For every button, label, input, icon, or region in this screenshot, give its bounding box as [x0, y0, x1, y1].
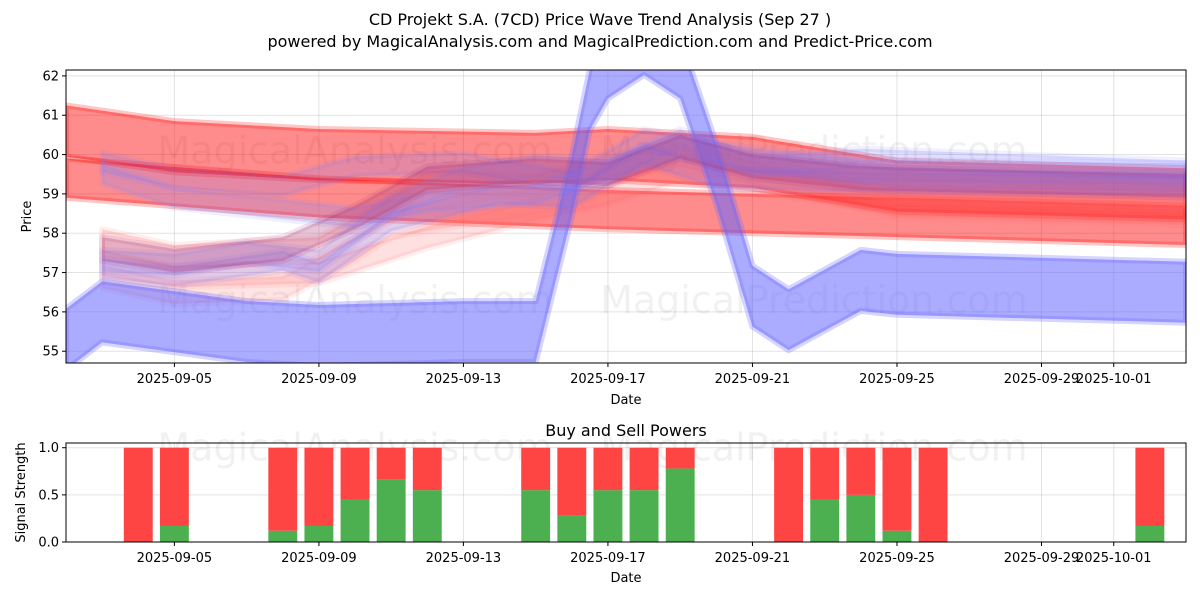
- chart-title-line1: CD Projekt S.A. (7CD) Price Wave Trend A…: [369, 10, 831, 29]
- sell-bar: [774, 447, 804, 542]
- buy-bar: [665, 468, 695, 542]
- watermark-text: MagicalAnalysis.com: [157, 129, 552, 173]
- x-axis-label: Date: [610, 571, 641, 586]
- x-axis-label: Date: [610, 393, 641, 408]
- bar-marks: [123, 447, 1165, 542]
- band-red-long-lower: [66, 155, 1186, 248]
- buy-bar: [557, 515, 587, 542]
- x-tick-label: 2025-09-13: [426, 551, 502, 566]
- sell-bar: [159, 447, 189, 526]
- sell-bar: [846, 447, 876, 495]
- band-blue-faint-1: [99, 126, 1186, 231]
- sell-bar: [1135, 447, 1165, 526]
- sell-bar: [629, 447, 659, 491]
- y-tick-label: 56: [42, 305, 59, 320]
- band-purple-mix: [99, 131, 1186, 276]
- x-tick-label: 2025-09-09: [281, 551, 357, 566]
- band-red-long-upper: [66, 102, 1186, 223]
- bar-chart-title: Buy and Sell Powers: [545, 421, 707, 440]
- sell-bar: [304, 447, 334, 526]
- band-blue-faint-4: [99, 126, 1186, 199]
- buy-bar: [1135, 525, 1165, 542]
- x-tick-label: 2025-09-05: [137, 551, 213, 566]
- sell-bar: [268, 447, 298, 531]
- x-tick-label: 2025-09-17: [570, 372, 646, 387]
- main-plot-frame: [65, 69, 1187, 364]
- y-tick-label: 62: [42, 69, 59, 84]
- sell-bar: [412, 447, 442, 491]
- x-tick-label: 2025-09-21: [715, 551, 791, 566]
- buy-bar: [159, 525, 189, 542]
- sell-bar: [918, 447, 948, 542]
- watermark-text: MagicalPrediction.com: [600, 129, 1028, 173]
- y-tick-label: 0.5: [38, 488, 59, 503]
- sell-bar: [557, 447, 587, 516]
- x-tick-label: 2025-10-01: [1076, 551, 1152, 566]
- y-axis-label: Price: [20, 201, 35, 233]
- sell-bar: [376, 447, 406, 480]
- band-red-faint-2: [99, 156, 1186, 291]
- chart-title-line2: powered by MagicalAnalysis.com and Magic…: [267, 32, 932, 51]
- buy-bar: [593, 490, 623, 542]
- buy-bar: [340, 499, 370, 542]
- x-tick-label: 2025-09-21: [715, 372, 791, 387]
- buy-bar: [810, 499, 840, 542]
- buy-bar: [629, 490, 659, 542]
- y-tick-label: 59: [42, 187, 59, 202]
- x-tick-label: 2025-09-09: [281, 372, 357, 387]
- buy-bar: [846, 494, 876, 542]
- y-tick-label: 57: [42, 266, 59, 281]
- band-red-faint-3: [99, 143, 1186, 307]
- y-tick-label: 1.0: [38, 441, 59, 456]
- wave-bands: [66, 70, 1186, 363]
- x-tick-label: 2025-10-01: [1076, 372, 1152, 387]
- x-tick-label: 2025-09-05: [137, 372, 213, 387]
- band-blue-faint-3: [99, 141, 1186, 290]
- buy-bar: [304, 525, 334, 542]
- sell-bar: [340, 447, 370, 500]
- y-tick-label: 61: [42, 109, 59, 124]
- price-wave-chart: CD Projekt S.A. (7CD) Price Wave Trend A…: [20, 10, 1187, 408]
- y-tick-label: 58: [42, 227, 59, 242]
- y-axis-label: Signal Strength: [14, 442, 29, 542]
- y-tick-label: 55: [42, 345, 59, 360]
- sell-bar: [665, 447, 695, 469]
- sell-bar: [521, 447, 551, 491]
- buy-bar: [521, 490, 551, 542]
- x-tick-label: 2025-09-17: [570, 551, 646, 566]
- buy-sell-chart: Buy and Sell PowersMagicalAnalysis.comMa…: [14, 421, 1187, 586]
- sell-bar: [123, 447, 153, 542]
- sell-bar: [593, 447, 623, 491]
- buy-bar: [882, 530, 912, 542]
- sell-bar: [810, 447, 840, 500]
- x-tick-label: 2025-09-25: [859, 551, 935, 566]
- x-tick-label: 2025-09-29: [1004, 372, 1080, 387]
- sell-bar: [882, 447, 912, 531]
- band-blue-faint-2: [99, 132, 1186, 279]
- x-tick-label: 2025-09-29: [1004, 551, 1080, 566]
- bar-plot-frame: [65, 442, 1187, 543]
- buy-bar: [268, 530, 298, 542]
- x-tick-label: 2025-09-25: [859, 372, 935, 387]
- y-tick-label: 0.0: [38, 536, 59, 551]
- y-tick-label: 60: [42, 148, 59, 163]
- band-red-faint-1: [99, 139, 1186, 272]
- x-tick-label: 2025-09-13: [426, 372, 502, 387]
- band-blue-main: [66, 70, 1186, 363]
- buy-bar: [412, 490, 442, 542]
- buy-bar: [376, 479, 406, 542]
